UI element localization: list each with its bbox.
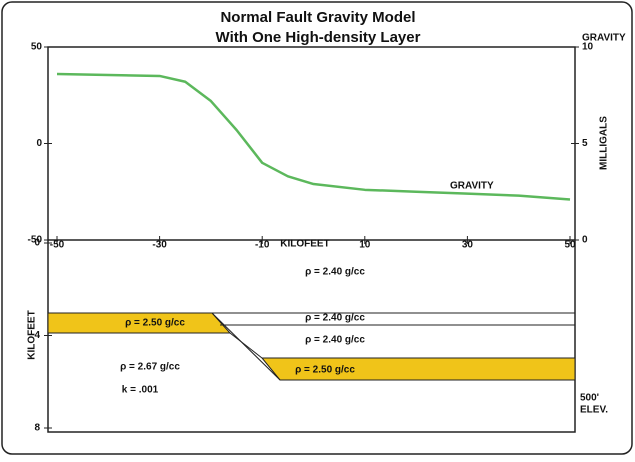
- density-label: ρ = 2.50 g/cc: [295, 365, 355, 376]
- chart-subtitle: With One High-density Layer: [216, 29, 421, 46]
- y-tick-label: -50: [28, 235, 43, 246]
- x-tick-label: 50: [564, 240, 576, 251]
- elevation-label: ELEV.: [580, 405, 608, 416]
- x-tick-label: -10: [255, 240, 270, 251]
- y-tick-label: 50: [31, 42, 43, 53]
- gravity-line: [56, 72, 571, 201]
- density-label: ρ = 2.40 g/cc: [305, 267, 365, 278]
- dense-layer-right: [260, 357, 576, 381]
- x-tick-label: -50: [50, 240, 65, 251]
- series-label: GRAVITY: [450, 181, 494, 192]
- depth-tick-label: 8: [34, 423, 40, 434]
- y2-axis-label: MILLIGALS: [599, 116, 610, 170]
- chart-title: Normal Fault Gravity Model: [220, 9, 415, 26]
- y2-tick-label: 10: [582, 42, 594, 53]
- density-label: ρ = 2.40 g/cc: [305, 313, 365, 324]
- x-tick-label: 10: [359, 240, 371, 251]
- y2-axis-title: GRAVITY: [582, 33, 626, 44]
- susceptibility-label: k = .001: [122, 385, 159, 396]
- y-tick-label: 0: [36, 138, 42, 149]
- depth-tick-label: 4: [34, 330, 40, 341]
- y2-tick-label: 5: [582, 138, 588, 149]
- density-label: ρ = 2.50 g/cc: [125, 318, 185, 329]
- x-axis-label: KILOFEET: [280, 239, 329, 250]
- x-tick-label: 30: [462, 240, 474, 251]
- y2-tick-label: 0: [582, 235, 588, 246]
- density-label: ρ = 2.67 g/cc: [120, 362, 180, 373]
- depth-tick-label: 0: [34, 238, 40, 249]
- fault: [211, 312, 281, 381]
- frame: [1, 1, 633, 455]
- fault-lower: [229, 332, 263, 359]
- x-tick-label: -30: [152, 240, 167, 251]
- density-label: ρ = 2.40 g/cc: [305, 335, 365, 346]
- elevation-label: 500': [580, 393, 599, 404]
- depth-axis-label: KILOFEET: [27, 310, 38, 359]
